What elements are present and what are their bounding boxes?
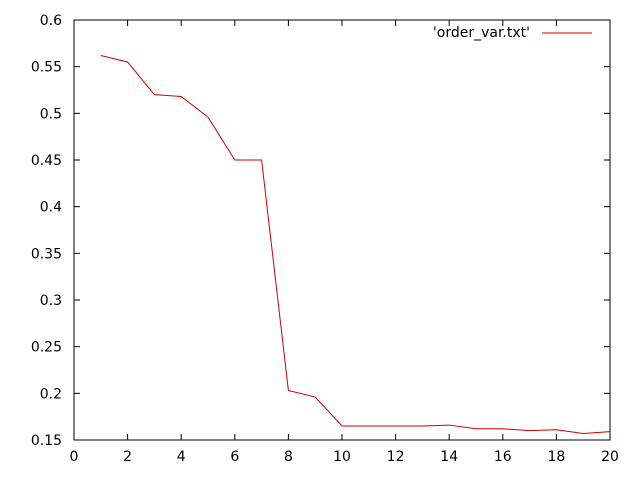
- series-line: [100, 54, 611, 434]
- y-tick-label: 0.5: [40, 106, 62, 122]
- y-tick-label: 0.4: [40, 200, 62, 216]
- x-tick-label: 20: [601, 449, 619, 465]
- x-tick-label: 8: [284, 449, 293, 465]
- y-tick-label: 0.2: [40, 386, 62, 402]
- y-tick-label: 0.55: [31, 60, 62, 76]
- x-tick-label: 2: [123, 449, 132, 465]
- x-tick-label: 6: [230, 449, 239, 465]
- y-tick-label: 0.45: [31, 153, 62, 169]
- legend-label: 'order_var.txt': [433, 25, 530, 41]
- x-tick-label: 10: [333, 449, 351, 465]
- y-tick-label: 0.6: [40, 13, 62, 29]
- legend: 'order_var.txt': [433, 25, 592, 41]
- y-tick-label: 0.3: [40, 293, 62, 309]
- y-tick-label: 0.25: [31, 340, 62, 356]
- x-tick-label: 4: [177, 449, 186, 465]
- y-tick-label: 0.15: [31, 433, 62, 449]
- plot-frame: [73, 19, 611, 441]
- y-tick-labels: 0.15 0.2 0.25 0.3 0.35 0.4 0.45 0.5 0.55 0.6: [31, 13, 62, 449]
- series-lines: [100, 54, 611, 434]
- y-tick-label: 0.35: [31, 246, 62, 262]
- x-tick-label: 0: [70, 449, 79, 465]
- tick-marks: [73, 19, 611, 441]
- x-tick-label: 12: [387, 449, 405, 465]
- x-tick-label: 16: [494, 449, 512, 465]
- x-tick-label: 18: [547, 449, 565, 465]
- x-tick-labels: 0 2 4 6 8 10 12 14 16 18 20: [70, 449, 619, 465]
- x-tick-label: 14: [440, 449, 458, 465]
